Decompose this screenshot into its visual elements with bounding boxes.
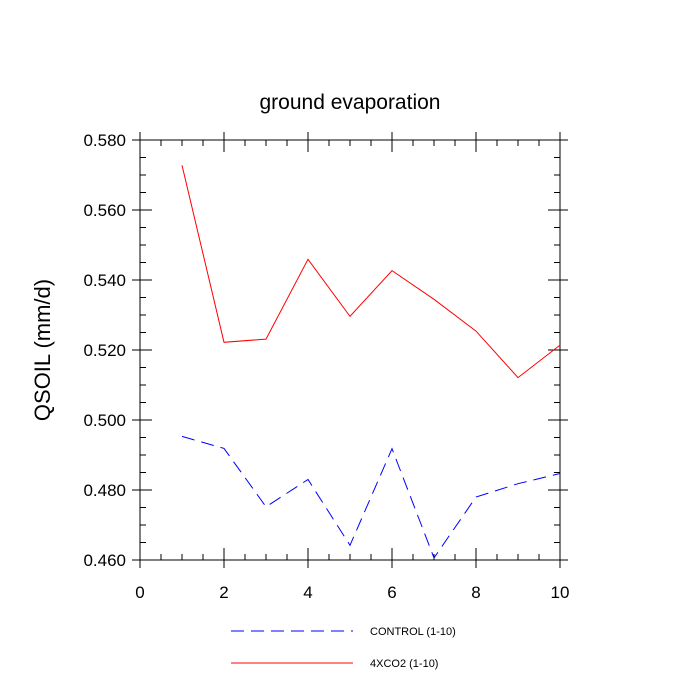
- x-tick-label: 10: [551, 583, 570, 602]
- y-tick-label: 0.500: [83, 411, 126, 430]
- y-axis-label: QSOIL (mm/d): [30, 279, 55, 421]
- x-tick-label: 8: [471, 583, 480, 602]
- y-tick-labels: 0.460 0.480 0.500 0.520 0.540 0.560 0.580: [83, 131, 126, 570]
- x-tick-label: 6: [387, 583, 396, 602]
- y-tick-label: 0.580: [83, 131, 126, 150]
- legend-label: CONTROL (1-10): [370, 626, 456, 638]
- y-tick-label: 0.560: [83, 201, 126, 220]
- x-tick-label: 2: [219, 583, 228, 602]
- x-tick-label: 4: [303, 583, 312, 602]
- x-tick-labels: 0 2 4 6 8 10: [135, 583, 569, 602]
- chart-title: ground evaporation: [260, 91, 441, 114]
- y-tick-label: 0.520: [83, 341, 126, 360]
- series-lines: [181, 165, 561, 559]
- y-tick-label: 0.480: [83, 481, 126, 500]
- y-tick-label: 0.540: [83, 271, 126, 290]
- series-line-control: [181, 435, 561, 559]
- x-tick-label: 0: [135, 583, 144, 602]
- series-line-4xco2: [181, 165, 561, 379]
- axis-ticks: [132, 132, 568, 568]
- plot-frame: [139, 139, 561, 561]
- y-tick-label: 0.460: [83, 551, 126, 570]
- legend: CONTROL (1-10) 4XCO2 (1-10): [231, 626, 456, 670]
- legend-label: 4XCO2 (1-10): [370, 658, 438, 670]
